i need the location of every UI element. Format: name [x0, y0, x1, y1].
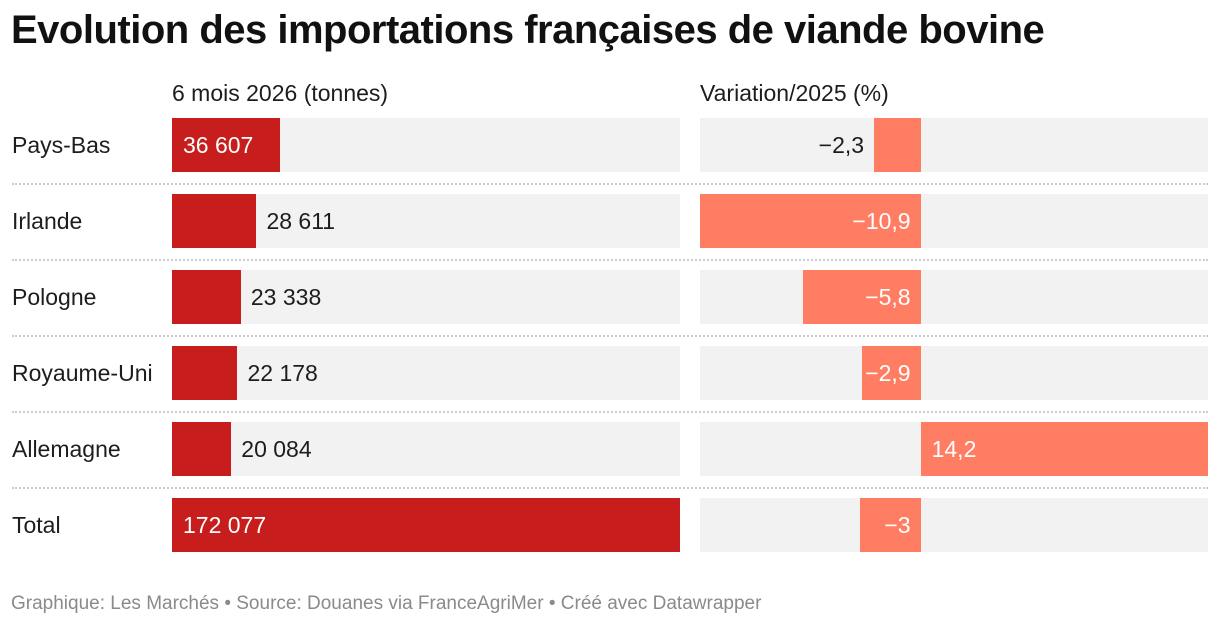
tonnes-bar — [172, 346, 238, 400]
tonnes-track — [172, 346, 680, 400]
row-separator — [12, 487, 1208, 489]
variation-value: −10,9 — [852, 208, 911, 234]
column-header-tonnes: 6 mois 2026 (tonnes) — [172, 80, 389, 106]
table-row: Allemagne 20 084 14,2 — [0, 422, 1220, 498]
row-separator — [12, 259, 1208, 261]
tonnes-value: 28 611 — [266, 208, 336, 234]
row-separator — [12, 411, 1208, 413]
variation-bar — [920, 422, 1208, 476]
variation-value: 14,2 — [931, 436, 977, 462]
tonnes-track — [172, 422, 680, 476]
variation-bar — [874, 118, 921, 172]
tonnes-value: 22 178 — [247, 360, 318, 386]
tonnes-bar — [172, 498, 680, 552]
table-row: Pays-Bas 36 607 −2,3 — [0, 118, 1220, 194]
variation-bar — [861, 346, 921, 400]
chart-title: Evolution des importations françaises de… — [11, 8, 1045, 52]
variation-track — [700, 346, 1208, 400]
variation-bar — [803, 270, 921, 324]
variation-value: −2,3 — [818, 132, 865, 158]
variation-value: −3 — [884, 512, 911, 538]
variation-bar — [700, 194, 921, 248]
row-separator — [12, 183, 1208, 185]
chart-footer: Graphique: Les Marchés • Source: Douanes… — [11, 593, 762, 614]
tonnes-bar — [172, 270, 241, 324]
tonnes-track — [172, 194, 680, 248]
row-label: Allemagne — [12, 436, 121, 462]
row-label: Irlande — [12, 208, 83, 234]
row-label: Pays-Bas — [12, 132, 111, 158]
row-label: Pologne — [12, 284, 97, 310]
row-label: Royaume-Uni — [12, 360, 153, 386]
column-header-variation: Variation/2025 (%) — [700, 80, 889, 106]
table-row: Pologne 23 338 −5,8 — [0, 270, 1220, 346]
row-separator — [12, 335, 1208, 337]
row-label: Total — [12, 512, 61, 538]
table-row: Royaume-Uni 22 178 −2,9 — [0, 346, 1220, 422]
tonnes-track — [172, 270, 680, 324]
tonnes-bar — [172, 422, 232, 476]
variation-value: −5,8 — [865, 284, 911, 310]
tonnes-bar — [172, 194, 257, 248]
variation-track — [700, 118, 1208, 172]
variation-track — [700, 270, 1208, 324]
tonnes-value: 172 077 — [183, 512, 267, 538]
tonnes-value: 20 084 — [241, 436, 312, 462]
table-row: Total 172 077 −3 — [0, 498, 1220, 574]
variation-value: −2,9 — [865, 360, 911, 386]
tonnes-value: 23 338 — [250, 284, 322, 310]
tonnes-bar — [172, 118, 281, 172]
variation-track — [700, 498, 1208, 552]
tonnes-value: 36 607 — [183, 132, 254, 158]
variation-bar — [859, 498, 921, 552]
table-row: Irlande 28 611 −10,9 — [0, 194, 1220, 270]
